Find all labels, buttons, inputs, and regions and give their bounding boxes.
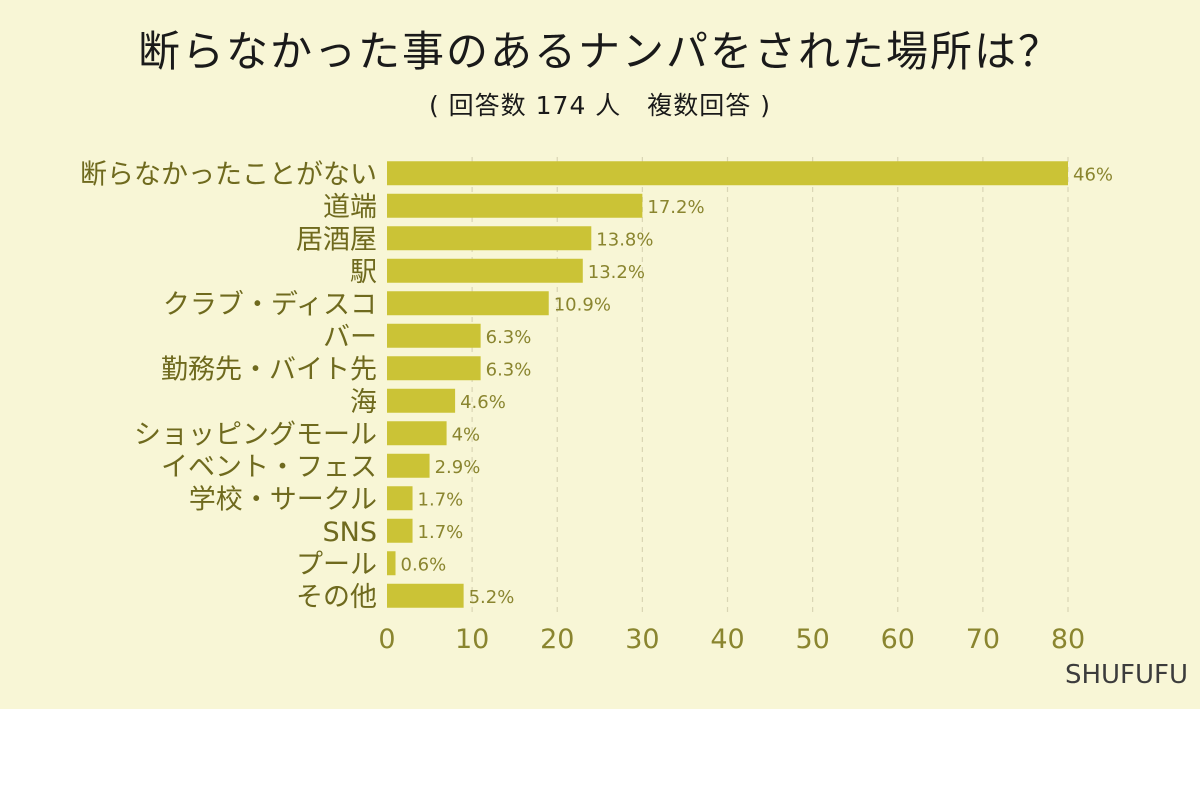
data-label: 10.9% xyxy=(554,294,611,315)
bar xyxy=(387,161,1068,186)
bar xyxy=(387,518,413,543)
data-label: 1.7% xyxy=(418,489,464,510)
data-label: 1.7% xyxy=(418,522,464,543)
bar xyxy=(387,486,413,511)
bar xyxy=(387,323,481,348)
category-label: 居酒屋 xyxy=(296,224,377,255)
bar xyxy=(387,226,592,251)
chart-subtitle: ( 回答数 174 人 複数回答 ) xyxy=(428,91,771,120)
chart-title: 断らなかった事のあるナンパをされた場所は？ xyxy=(137,27,1062,76)
data-label: 13.2% xyxy=(588,262,645,283)
bar-chart: 断らなかったことがない 46% 道端 17.2% 居酒屋 13.8% 駅 13.2% クラブ・デ… xyxy=(80,157,1113,655)
category-label: ショッピングモール xyxy=(134,419,377,450)
category-label: 勤務先・バイト先 xyxy=(161,354,377,385)
category-label: 断らなかったことがない xyxy=(80,159,377,190)
category-label: 学校・サークル xyxy=(189,484,377,515)
data-label: 2.9% xyxy=(435,457,481,478)
data-label: 4% xyxy=(452,424,481,445)
bar xyxy=(387,291,549,316)
bar xyxy=(387,258,583,283)
data-label: 46% xyxy=(1073,164,1113,185)
x-tick-label: 0 xyxy=(378,624,395,655)
bar xyxy=(387,453,430,478)
category-label: イベント・フェス xyxy=(161,452,377,483)
data-label: 0.6% xyxy=(401,554,447,575)
x-tick-label: 10 xyxy=(455,624,489,655)
category-label: 道端 xyxy=(323,192,377,223)
category-label: プール xyxy=(296,549,377,580)
x-tick-label: 80 xyxy=(1051,624,1085,655)
category-label: 海 xyxy=(350,387,377,418)
chart-panel xyxy=(0,0,1200,709)
bar xyxy=(387,193,643,218)
x-tick-label: 40 xyxy=(710,624,744,655)
bar xyxy=(387,388,456,413)
data-label: 13.8% xyxy=(596,229,653,250)
category-label: SNS xyxy=(323,517,377,548)
x-tick-label: 50 xyxy=(795,624,829,655)
data-label: 6.3% xyxy=(486,327,532,348)
category-label: 駅 xyxy=(350,257,377,288)
data-label: 17.2% xyxy=(647,197,704,218)
category-label: バー xyxy=(323,322,377,353)
bar xyxy=(387,583,464,608)
data-label: 4.6% xyxy=(460,392,506,413)
x-tick-label: 20 xyxy=(540,624,574,655)
bar xyxy=(387,421,447,446)
x-tick-label: 60 xyxy=(881,624,915,655)
category-label: その他 xyxy=(296,582,377,613)
x-tick-label: 30 xyxy=(625,624,659,655)
credit-label: SHUFUFU xyxy=(1064,660,1188,690)
category-label: クラブ・ディスコ xyxy=(163,289,377,320)
x-tick-label: 70 xyxy=(966,624,1000,655)
bar xyxy=(387,551,396,576)
data-label: 6.3% xyxy=(486,359,532,380)
bar xyxy=(387,356,481,381)
data-label: 5.2% xyxy=(469,587,515,608)
